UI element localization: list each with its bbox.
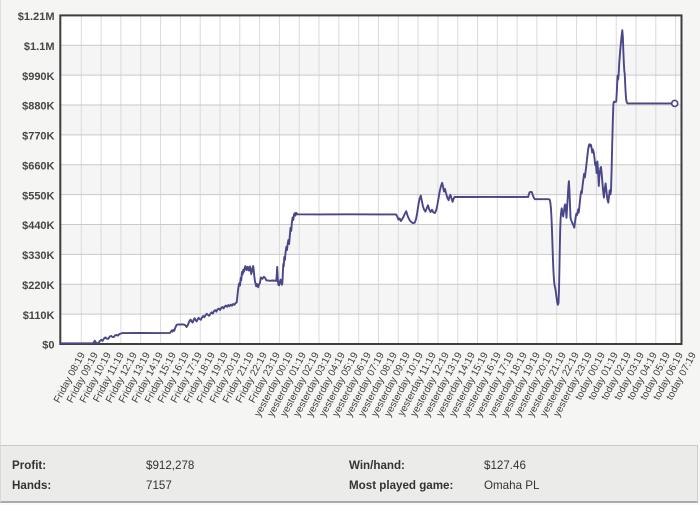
svg-text:$660K: $660K bbox=[22, 161, 54, 173]
svg-text:$1.1M: $1.1M bbox=[24, 41, 55, 53]
svg-text:$770K: $770K bbox=[22, 131, 54, 143]
svg-text:$330K: $330K bbox=[22, 250, 54, 262]
svg-text:$1.21M: $1.21M bbox=[18, 11, 55, 23]
svg-text:$220K: $220K bbox=[22, 280, 54, 292]
svg-text:$0: $0 bbox=[42, 340, 54, 352]
svg-text:$440K: $440K bbox=[22, 220, 54, 232]
svg-text:$880K: $880K bbox=[22, 101, 54, 113]
svg-text:$550K: $550K bbox=[22, 190, 54, 202]
svg-text:$990K: $990K bbox=[22, 71, 54, 83]
svg-text:$110K: $110K bbox=[23, 310, 55, 322]
